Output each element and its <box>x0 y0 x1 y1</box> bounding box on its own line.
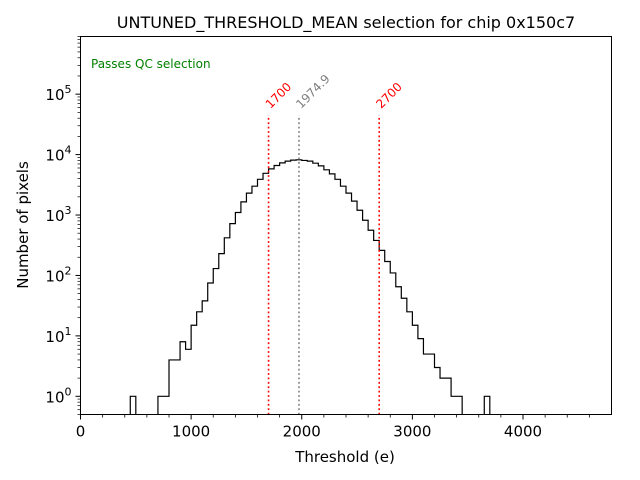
x-tick-label-2: 2000 <box>283 423 321 441</box>
y-tick-label-3: 103 <box>45 204 71 225</box>
x-tick-label-3: 3000 <box>393 423 431 441</box>
status-text: Passes QC selection <box>91 57 211 71</box>
histogram-step-2 <box>483 395 491 415</box>
x-tick-label-0: 0 <box>76 423 86 441</box>
histogram-step-1 <box>157 159 463 415</box>
y-axis-label: Number of pixels <box>14 161 32 289</box>
x-tick-label-1: 1000 <box>172 423 210 441</box>
y-tick-label-0: 100 <box>45 385 71 406</box>
x-axis-label: Threshold (e) <box>294 448 395 466</box>
y-tick-label-4: 104 <box>45 144 71 165</box>
axes-frame <box>80 36 612 415</box>
histogram-step-0 <box>129 395 137 415</box>
y-tick-label-2: 102 <box>45 264 71 285</box>
chart-title: UNTUNED_THRESHOLD_MEAN selection for chi… <box>117 13 575 33</box>
y-tick-label-5: 105 <box>45 83 71 104</box>
y-tick-label-1: 101 <box>45 325 71 346</box>
x-tick-label-4: 4000 <box>504 423 542 441</box>
